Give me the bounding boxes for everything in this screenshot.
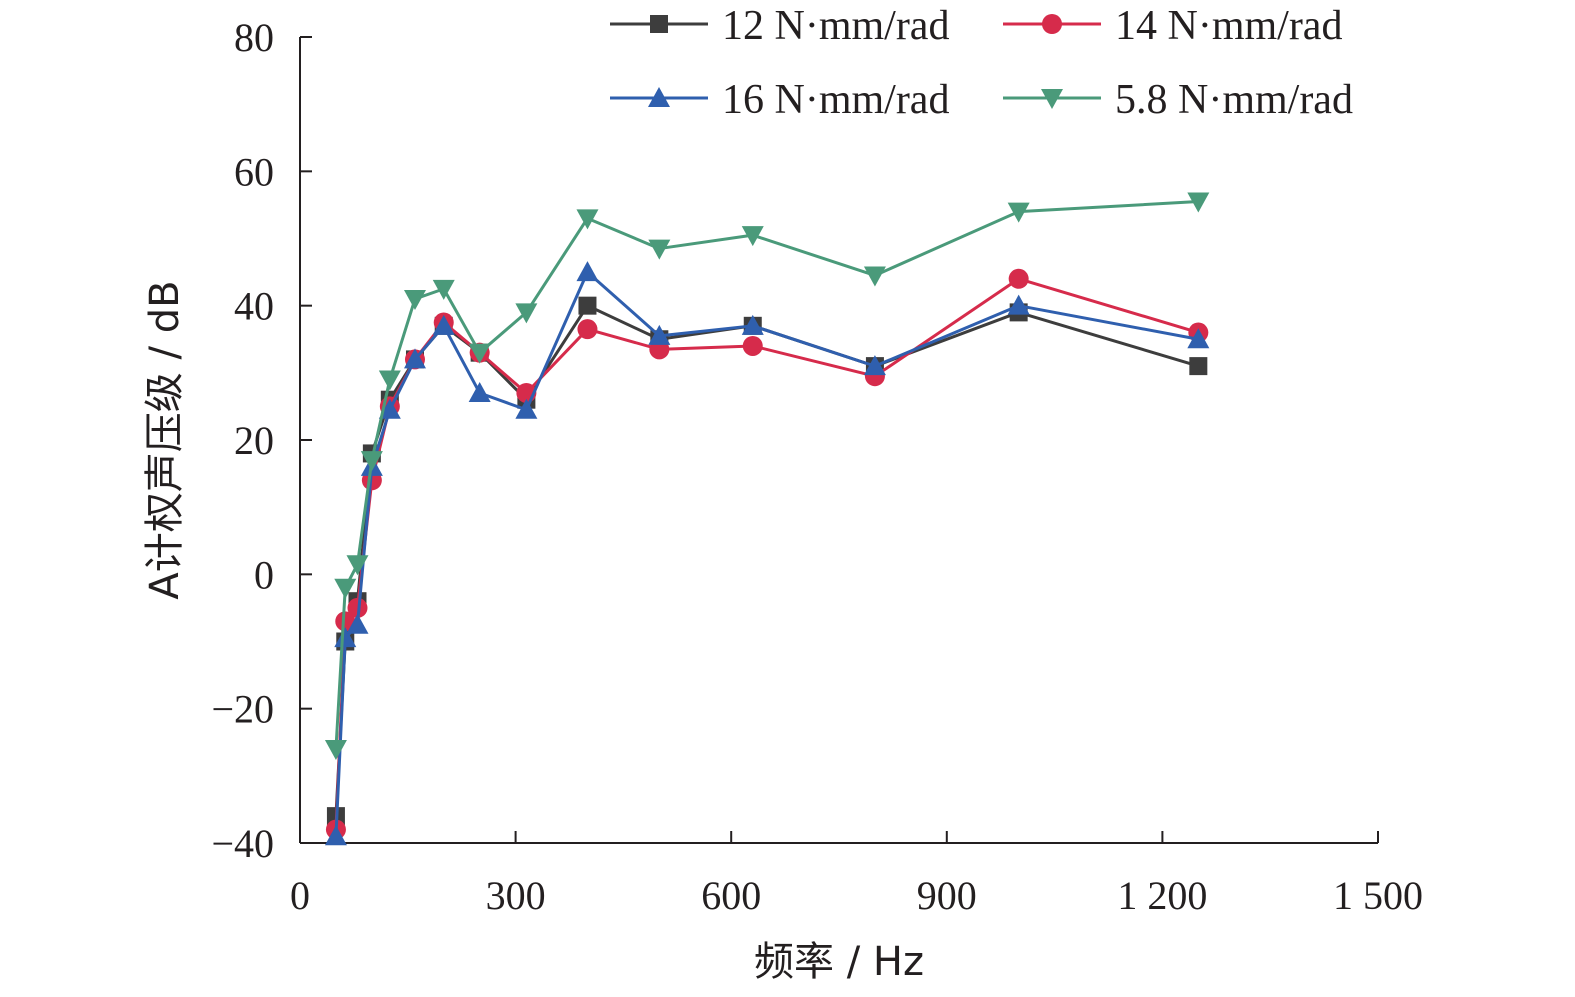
data-point — [324, 825, 347, 846]
data-point — [403, 348, 426, 369]
data-point — [335, 611, 356, 632]
x-ticks: 0 300 600 900 1 200 1 500 — [290, 831, 1423, 918]
x-tick-label: 1 200 — [1117, 873, 1207, 918]
data-point — [576, 209, 599, 230]
data-point — [742, 335, 763, 356]
legend-item: 5.8 N·mm/rad — [1003, 77, 1353, 123]
legend-label: 12 N·mm/rad — [722, 3, 949, 49]
data-point — [863, 355, 886, 376]
data-point — [347, 597, 368, 618]
x-axis-title: 频率 / Hz — [754, 939, 924, 985]
legend-item: 16 N·mm/rad — [610, 77, 949, 123]
y-ticks: −40 −20 0 20 40 60 80 — [211, 15, 312, 866]
data-point — [468, 381, 491, 402]
data-point — [648, 239, 671, 260]
legend-marker — [1041, 89, 1063, 109]
series-3 — [324, 192, 1210, 760]
data-point — [1187, 328, 1210, 349]
data-point — [515, 398, 538, 419]
data-point — [1008, 268, 1029, 289]
x-tick-label: 900 — [917, 873, 977, 918]
data-point — [515, 303, 538, 324]
data-point — [648, 324, 671, 345]
legend-label: 14 N·mm/rad — [1115, 3, 1342, 49]
data-point — [468, 343, 491, 364]
data-point — [1187, 192, 1210, 213]
data-point — [346, 613, 369, 634]
data-point — [1189, 357, 1208, 376]
y-tick-label: −40 — [211, 821, 274, 866]
x-tick-label: 1 500 — [1333, 873, 1423, 918]
series-line — [334, 304, 1199, 817]
legend-marker — [650, 15, 668, 33]
data-point — [432, 279, 455, 300]
series-line — [334, 200, 1199, 750]
x-tick-label: 600 — [701, 873, 761, 918]
y-axis-title: A计权声压级 / dB — [142, 280, 188, 599]
x-tick-label: 300 — [486, 873, 546, 918]
y-tick-label: 60 — [234, 149, 274, 194]
data-point — [863, 266, 886, 287]
data-point — [346, 555, 369, 576]
y-tick-label: 80 — [234, 15, 274, 60]
data-point — [576, 261, 599, 282]
data-point — [741, 226, 764, 247]
series-lines — [324, 192, 1210, 846]
y-tick-label: 40 — [234, 284, 274, 329]
data-point — [378, 370, 401, 391]
y-tick-label: 20 — [234, 418, 274, 463]
data-point — [432, 314, 455, 335]
x-tick-label: 0 — [290, 873, 310, 918]
legend: 12 N·mm/rad 14 N·mm/rad 16 N·mm/rad 5.8 N·m… — [610, 3, 1353, 123]
data-point — [360, 451, 383, 472]
data-point — [403, 289, 426, 310]
legend-marker — [648, 87, 670, 107]
data-point — [577, 319, 598, 340]
data-point — [334, 578, 357, 599]
legend-marker — [1042, 14, 1062, 34]
legend-item: 12 N·mm/rad — [610, 3, 949, 49]
y-tick-label: 0 — [254, 552, 274, 597]
data-point — [578, 296, 597, 315]
y-tick-label: −20 — [211, 687, 274, 732]
data-point — [334, 627, 357, 648]
data-point — [378, 398, 401, 419]
data-point — [1007, 202, 1030, 223]
series-line — [334, 277, 1199, 830]
series-line — [334, 270, 1199, 837]
series-2 — [324, 261, 1210, 846]
legend-item: 14 N·mm/rad — [1003, 3, 1342, 49]
axes — [299, 37, 1378, 844]
series-0 — [326, 296, 1208, 826]
data-point — [741, 314, 764, 335]
data-point — [1007, 294, 1030, 315]
legend-label: 5.8 N·mm/rad — [1115, 77, 1353, 123]
data-point — [324, 739, 347, 760]
legend-label: 16 N·mm/rad — [722, 77, 949, 123]
